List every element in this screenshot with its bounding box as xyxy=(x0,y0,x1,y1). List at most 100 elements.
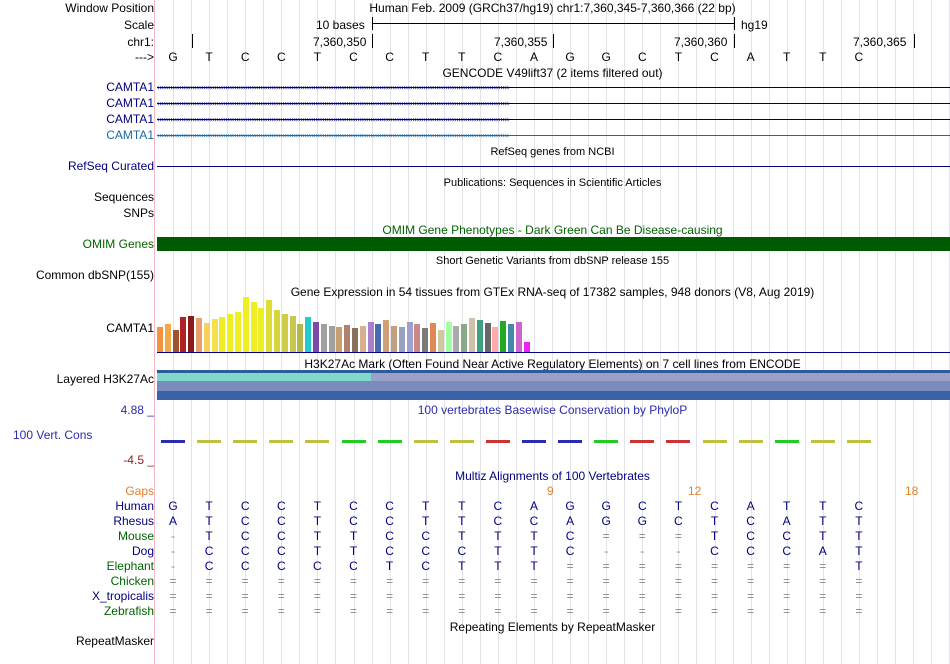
label-window-position: Window Position xyxy=(65,1,154,15)
omim-track-title[interactable]: OMIM Gene Phenotypes - Dark Green Can Be… xyxy=(382,223,723,237)
gene-camta1-2[interactable]: ››››››››››››››››››››››››››››››››››››››››… xyxy=(157,99,950,108)
phylop-track-title[interactable]: 100 vertebrates Basewise Conservation by… xyxy=(417,403,688,417)
omim-gene-bar[interactable] xyxy=(157,237,950,251)
gtex-tissue-bar[interactable] xyxy=(406,322,413,352)
gtex-tissue-bar[interactable] xyxy=(383,320,390,352)
alignment-base: = xyxy=(674,589,682,603)
alignment-base: = xyxy=(313,589,321,603)
gtex-tissue-bar[interactable] xyxy=(344,325,351,352)
gtex-tissue-bar[interactable] xyxy=(445,322,452,352)
gtex-tissue-bar[interactable] xyxy=(375,324,382,352)
gtex-tissue-bar[interactable] xyxy=(274,310,280,352)
label-common-dbsnp[interactable]: Common dbSNP(155) xyxy=(35,268,154,282)
refseq-gene-line[interactable] xyxy=(157,166,950,167)
gtex-tissue-bar[interactable] xyxy=(164,324,171,352)
sequence-base: A xyxy=(746,50,755,64)
gtex-tissue-bar[interactable] xyxy=(367,322,374,352)
gtex-bar-chart[interactable] xyxy=(157,297,537,352)
gtex-tissue-bar[interactable] xyxy=(281,314,288,352)
gtex-tissue-bar[interactable] xyxy=(219,317,226,352)
h3k27ac-track-title[interactable]: H3K27Ac Mark (Often Found Near Active Re… xyxy=(304,357,801,371)
gtex-tissue-bar[interactable] xyxy=(320,324,327,352)
label-chr: chr1: xyxy=(127,35,154,49)
gtex-tissue-bar[interactable] xyxy=(437,330,444,352)
gtex-track-title[interactable]: Gene Expression in 54 tissues from GTEx … xyxy=(290,285,815,299)
label-camta1-transcript-2[interactable]: CAMTA1 xyxy=(106,96,154,110)
label-camta1-transcript-1[interactable]: CAMTA1 xyxy=(106,80,154,94)
multiz-track-title[interactable]: Multiz Alignments of 100 Vertebrates xyxy=(455,469,650,483)
gtex-tissue-bar[interactable] xyxy=(211,319,218,352)
gene-camta1-1[interactable]: ››››››››››››››››››››››››››››››››››››››››… xyxy=(157,83,950,92)
label-camta1-transcript-4[interactable]: CAMTA1 xyxy=(106,128,154,142)
label-refseq-curated[interactable]: RefSeq Curated xyxy=(67,159,154,173)
gtex-tissue-bar[interactable] xyxy=(359,326,366,352)
alignment-base: = xyxy=(458,604,466,618)
alignment-base: T xyxy=(313,529,322,543)
gtex-tissue-bar[interactable] xyxy=(305,317,312,352)
gtex-tissue-bar[interactable] xyxy=(188,316,195,352)
gtex-tissue-bar[interactable] xyxy=(461,324,468,352)
gtex-tissue-bar[interactable] xyxy=(258,308,265,352)
gtex-tissue-bar[interactable] xyxy=(328,326,335,352)
repeatmasker-track-title[interactable]: Repeating Elements by RepeatMasker xyxy=(449,620,656,634)
alignment-base: = xyxy=(783,589,791,603)
gtex-tissue-bar[interactable] xyxy=(515,322,522,352)
gtex-tissue-bar[interactable] xyxy=(235,312,241,352)
label-camta1-transcript-3[interactable]: CAMTA1 xyxy=(106,112,154,126)
gene-camta1-4[interactable]: ››››››››››››››››››››››››››››››››››››››››… xyxy=(157,131,950,140)
gtex-tissue-bar[interactable] xyxy=(422,328,429,352)
label-100-vert-cons[interactable]: 100 Vert. Cons xyxy=(13,428,93,442)
gtex-tissue-bar[interactable] xyxy=(297,324,304,352)
label-omim-genes[interactable]: OMIM Genes xyxy=(82,237,154,251)
gtex-tissue-bar[interactable] xyxy=(313,322,319,352)
gtex-tissue-bar[interactable] xyxy=(476,320,483,352)
gtex-tissue-bar[interactable] xyxy=(172,330,179,352)
gtex-tissue-bar[interactable] xyxy=(242,297,249,352)
gtex-tissue-bar[interactable] xyxy=(430,323,436,352)
label-sequences[interactable]: Sequences xyxy=(93,190,154,204)
alignment-base: C xyxy=(746,529,755,543)
gtex-tissue-bar[interactable] xyxy=(500,321,507,352)
h3k27ac-signal-lavender xyxy=(371,373,950,381)
ruler-tick-1 xyxy=(372,34,373,48)
gtex-tissue-bar[interactable] xyxy=(523,342,530,352)
gtex-tissue-bar[interactable] xyxy=(157,327,163,352)
gtex-tissue-bar[interactable] xyxy=(180,317,187,352)
gtex-tissue-bar[interactable] xyxy=(492,327,499,352)
gtex-tissue-bar[interactable] xyxy=(227,314,234,352)
alignment-base: = xyxy=(819,574,827,588)
gtex-tissue-bar[interactable] xyxy=(398,327,405,352)
gencode-track-title[interactable]: GENCODE V49lift37 (2 items filtered out) xyxy=(442,66,663,80)
grid-line xyxy=(570,0,572,664)
gtex-tissue-bar[interactable] xyxy=(453,326,460,352)
ruler-tick-minor xyxy=(192,34,193,48)
gtex-tissue-bar[interactable] xyxy=(469,318,475,352)
label-gtex-camta1[interactable]: CAMTA1 xyxy=(106,321,154,335)
alignment-base: = xyxy=(386,589,394,603)
alignment-base: = xyxy=(783,559,791,573)
gtex-tissue-bar[interactable] xyxy=(203,323,210,352)
label-repeatmasker[interactable]: RepeatMasker xyxy=(75,634,154,648)
gtex-tissue-bar[interactable] xyxy=(250,302,257,352)
alignment-base: A xyxy=(566,514,575,528)
gtex-tissue-bar[interactable] xyxy=(391,326,397,352)
publications-track-title[interactable]: Publications: Sequences in Scientific Ar… xyxy=(443,177,662,189)
alignment-base: C xyxy=(746,544,755,558)
alignment-base: T xyxy=(205,499,213,513)
label-phylop-min: -4.5 _ xyxy=(123,453,154,467)
gtex-tissue-bar[interactable] xyxy=(266,300,273,352)
gtex-tissue-bar[interactable] xyxy=(196,318,202,352)
alignment-base: C xyxy=(710,544,719,558)
refseq-track-title[interactable]: RefSeq genes from NCBI xyxy=(490,146,615,158)
gene-camta1-3[interactable]: ››››››››››››››››››››››››››››››››››››››››… xyxy=(157,115,950,124)
gtex-tissue-bar[interactable] xyxy=(289,316,296,352)
alignment-base: = xyxy=(566,559,574,573)
gtex-tissue-bar[interactable] xyxy=(508,324,514,352)
gtex-tissue-bar[interactable] xyxy=(352,328,358,352)
gtex-tissue-bar[interactable] xyxy=(336,327,343,352)
gtex-tissue-bar[interactable] xyxy=(484,323,491,352)
label-layered-h3k27ac[interactable]: Layered H3K27Ac xyxy=(56,372,154,386)
dbsnp-track-title[interactable]: Short Genetic Variants from dbSNP releas… xyxy=(435,255,670,267)
gtex-tissue-bar[interactable] xyxy=(414,324,421,352)
label-snps[interactable]: SNPs xyxy=(123,206,154,220)
